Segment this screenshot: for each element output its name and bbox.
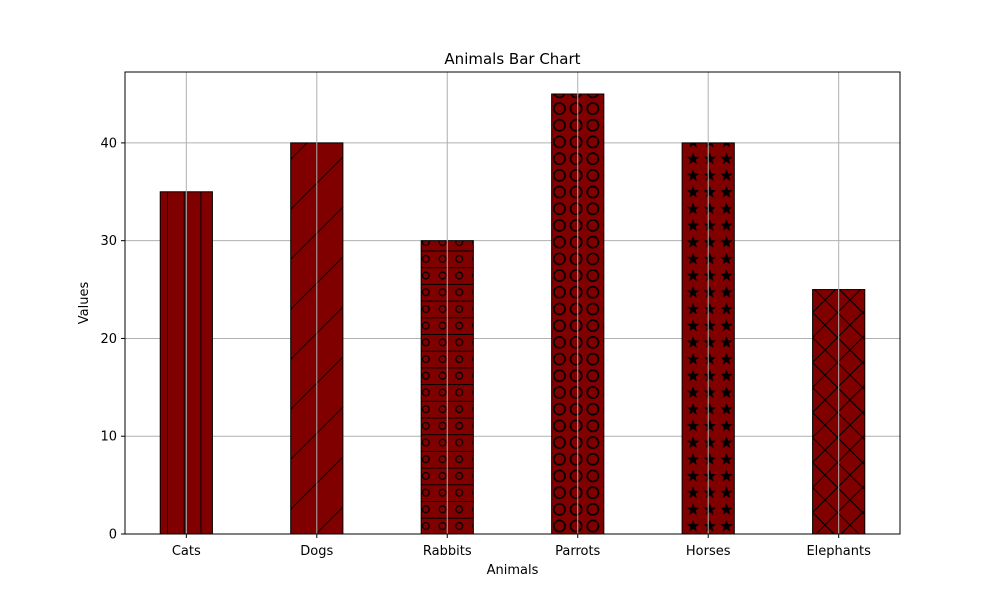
y-tick-label: 10 bbox=[100, 430, 117, 445]
x-tick-label: Elephants bbox=[806, 544, 871, 559]
x-axis-label: Animals bbox=[487, 563, 539, 578]
grid-layer bbox=[125, 142, 900, 535]
x-tick-label: Parrots bbox=[555, 544, 600, 559]
chart-title: Animals Bar Chart bbox=[444, 50, 580, 68]
x-tick-label: Dogs bbox=[300, 544, 333, 559]
x-tick-label: Horses bbox=[686, 544, 731, 559]
y-tick-label: 30 bbox=[100, 234, 117, 249]
bars-layer bbox=[159, 72, 866, 535]
ticks-layer: 0 10 20 30 40 Cats Dogs Rabbits Parrots Horses Ele… bbox=[100, 136, 871, 559]
y-tick-label: 40 bbox=[100, 136, 117, 151]
y-tick-label: 20 bbox=[100, 332, 117, 347]
x-tick-label: Cats bbox=[172, 544, 201, 559]
y-tick-label: 0 bbox=[109, 528, 117, 543]
y-axis-label: Values bbox=[77, 282, 92, 325]
plot-frame bbox=[124, 71, 901, 535]
x-tick-label: Rabbits bbox=[423, 544, 472, 559]
